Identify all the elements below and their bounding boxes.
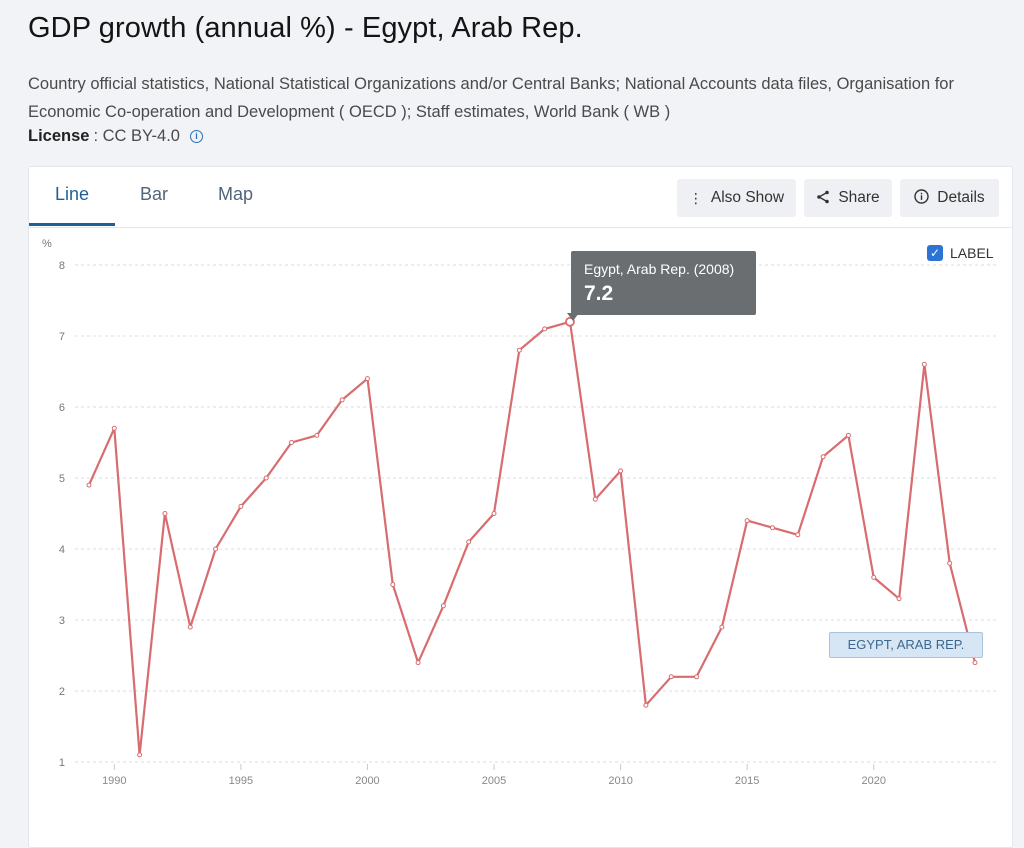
share-icon [816,190,830,207]
data-point [871,574,877,580]
data-point [921,361,927,367]
tab-map[interactable]: Map [218,184,254,204]
tooltip-value: 7.2 [584,282,614,305]
tab-bar[interactable]: Bar [140,184,169,204]
data-point [643,702,649,708]
label-toggle-text: LABEL [950,245,994,261]
also-show-button[interactable]: ⋮ Also Show [677,179,796,217]
data-point [896,596,902,602]
y-tick-label: 3 [59,615,65,627]
data-point [263,475,269,481]
data-point [694,674,700,680]
page-title: GDP growth (annual %) - Egypt, Arab Rep. [28,12,583,44]
license-line: License : CC BY-4.0 i [28,127,203,146]
data-point [390,582,396,587]
x-tick-label: 2015 [735,775,759,787]
data-point [137,752,143,758]
label-toggle[interactable]: ✓ LABEL [927,245,994,261]
data-point [542,326,548,332]
data-point [339,397,345,403]
share-button[interactable]: Share [804,179,892,217]
data-sources: Country official statistics, National St… [28,75,954,121]
x-tick-label: 1995 [229,775,253,787]
license-value: : CC BY-4.0 [93,127,180,145]
data-point [516,347,522,353]
tooltip-title: Egypt, Arab Rep. (2008) [584,261,735,277]
tab-line[interactable]: Line [55,184,90,204]
data-point [440,603,446,609]
data-tooltip: Egypt, Arab Rep. (2008) 7.2 [571,251,756,315]
data-point [466,539,472,545]
info-icon[interactable]: i [189,130,203,143]
data-point [238,503,244,509]
y-tick-label: 4 [59,544,65,556]
data-point [187,624,193,630]
y-tick-label: 6 [59,402,65,414]
data-point [314,432,320,438]
y-tick-label: 7 [59,331,65,343]
details-button[interactable]: Details [900,179,999,217]
data-point [795,532,801,538]
info-circle-icon [914,189,929,207]
data-point [364,376,370,382]
share-label: Share [838,189,880,206]
data-point [86,482,92,488]
data-point [162,511,168,516]
data-point [592,496,598,502]
data-point [491,511,497,516]
active-tab-indicator [29,223,115,226]
license-label: License [28,127,90,145]
x-tick-label: 2020 [862,775,886,787]
data-point [744,518,750,524]
data-point [668,674,674,680]
chart-tabs: Line Bar Map ⋮ Also Show Share Details [29,167,1012,228]
data-point [289,440,295,445]
y-axis-label: % [42,238,52,250]
more-vertical-icon: ⋮ [688,189,703,206]
y-tick-label: 5 [59,473,65,485]
details-label: Details [937,189,985,206]
data-point [415,660,421,666]
checkbox-checked-icon[interactable]: ✓ [927,245,943,261]
y-tick-label: 2 [59,686,65,698]
x-tick-label: 2000 [355,775,379,787]
tooltip-arrow [567,313,579,321]
y-tick-label: 1 [59,757,65,769]
series-end-label: EGYPT, ARAB REP. [829,632,983,658]
data-point [213,546,219,552]
x-tick-label: 2010 [608,775,632,787]
series-line [87,320,977,757]
chart-card: Line Bar Map ⋮ Also Show Share Details 1… [28,166,1013,848]
data-point [618,468,624,474]
y-tick-label: 8 [59,260,65,272]
data-point [719,624,725,630]
data-point [820,454,826,460]
data-point [769,525,775,531]
data-point [972,660,978,666]
x-tick-label: 2005 [482,775,506,787]
data-point [947,560,953,566]
also-show-label: Also Show [710,189,785,206]
x-tick-label: 1990 [102,775,126,787]
data-point [111,425,117,431]
line-chart: 1 2 3 4 5 6 7 8% 1990 1995 2000 2005 2010 2015 2020 [42,238,999,787]
data-point [845,432,851,438]
